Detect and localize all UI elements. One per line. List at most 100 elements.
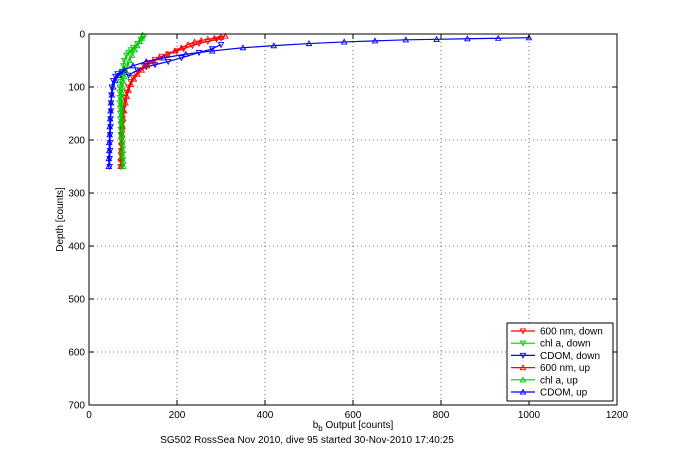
data-point <box>171 47 179 54</box>
x-tick-label: 1200 <box>606 410 629 421</box>
legend-swatch-marker <box>519 352 527 359</box>
y-tick-label: 700 <box>68 401 85 412</box>
data-point <box>118 104 125 111</box>
data-point <box>118 99 125 106</box>
x-axis-label-rest: Output [counts] <box>323 420 394 431</box>
data-point <box>118 94 125 101</box>
data-point <box>119 78 127 85</box>
legend-entry: chl a, up <box>511 375 578 386</box>
data-point <box>184 41 192 48</box>
data-point <box>178 55 185 62</box>
data-point <box>126 56 133 64</box>
y-tick-label: 0 <box>79 30 85 41</box>
data-point <box>114 71 121 78</box>
x-tick-label: 0 <box>86 410 92 421</box>
data-point <box>222 32 229 39</box>
data-point <box>143 62 151 69</box>
data-point <box>125 86 132 93</box>
data-point <box>109 78 117 85</box>
y-axis-label: Depth [counts] <box>55 187 66 252</box>
data-point <box>494 34 502 41</box>
data-point <box>119 157 127 164</box>
data-point <box>305 40 313 47</box>
data-point <box>160 54 168 61</box>
data-point <box>464 35 471 42</box>
data-point <box>120 66 128 73</box>
data-point <box>163 50 171 57</box>
data-point <box>204 35 212 42</box>
data-point <box>119 162 127 170</box>
legend-swatch-marker <box>519 340 527 347</box>
data-point <box>119 152 127 159</box>
legend-entry: 600 nm, up <box>511 363 590 374</box>
data-point <box>191 38 198 45</box>
data-point <box>134 70 141 77</box>
data-point <box>217 33 225 40</box>
series-cdom-up <box>105 34 533 170</box>
y-tick-label: 600 <box>68 348 85 359</box>
data-point <box>149 58 157 65</box>
legend-entry: CDOM, down <box>511 351 600 362</box>
data-point <box>134 67 141 74</box>
ticks: 0 200 400 600 800 1000 1200 0 100 200 300 400 500 600… <box>68 30 628 422</box>
data-point <box>270 42 278 49</box>
series-line <box>108 37 530 167</box>
data-point <box>138 34 146 41</box>
y-tick-label: 100 <box>68 83 85 94</box>
data-point <box>142 58 150 65</box>
data-point <box>208 46 216 53</box>
data-point <box>109 83 117 90</box>
x-axis-label-subscript: b <box>318 424 323 433</box>
data-point <box>125 50 132 57</box>
data-point <box>119 147 127 154</box>
data-point <box>239 44 247 51</box>
data-point <box>129 62 137 69</box>
x-tick-label: 1000 <box>518 410 541 421</box>
data-point <box>119 136 126 143</box>
y-tick-label: 400 <box>68 242 85 253</box>
data-point <box>127 80 135 87</box>
data-point <box>134 42 141 49</box>
x-tick-label: 800 <box>433 410 450 421</box>
series-chl-a-up <box>118 31 147 170</box>
data-point <box>119 141 127 148</box>
data-point <box>120 57 128 65</box>
legend-label: 600 nm, down <box>540 327 603 338</box>
data-point <box>106 123 114 130</box>
data-point <box>119 83 126 90</box>
data-point <box>123 93 131 100</box>
data-point <box>433 35 440 42</box>
data-point <box>525 34 533 41</box>
data-point <box>106 163 114 171</box>
y-tick-label: 300 <box>68 189 85 200</box>
data-point <box>106 115 114 122</box>
x-tick-label: 200 <box>169 410 186 421</box>
data-point <box>119 125 126 132</box>
data-point <box>105 155 113 162</box>
legend-swatch-marker <box>519 328 527 335</box>
data-point <box>118 120 126 127</box>
data-point <box>122 67 130 74</box>
legend-box <box>506 322 614 402</box>
data-point <box>108 91 116 98</box>
legend-entry: chl a, down <box>511 339 591 350</box>
data-point <box>105 139 113 146</box>
data-point <box>105 162 113 170</box>
data-point <box>197 36 205 43</box>
data-point <box>340 38 348 45</box>
data-point <box>130 75 138 82</box>
x-axis-label-main: b <box>313 420 319 431</box>
data-point <box>164 59 172 66</box>
data-point <box>118 115 126 122</box>
data-point <box>138 66 146 73</box>
data-point <box>106 131 114 138</box>
data-point <box>208 47 216 54</box>
x-tick-label: 600 <box>345 410 362 421</box>
legend-swatch-marker <box>519 376 527 383</box>
data-point <box>182 50 190 57</box>
x-axis-label: bb Output [counts] <box>313 420 394 433</box>
data-point <box>115 71 123 78</box>
